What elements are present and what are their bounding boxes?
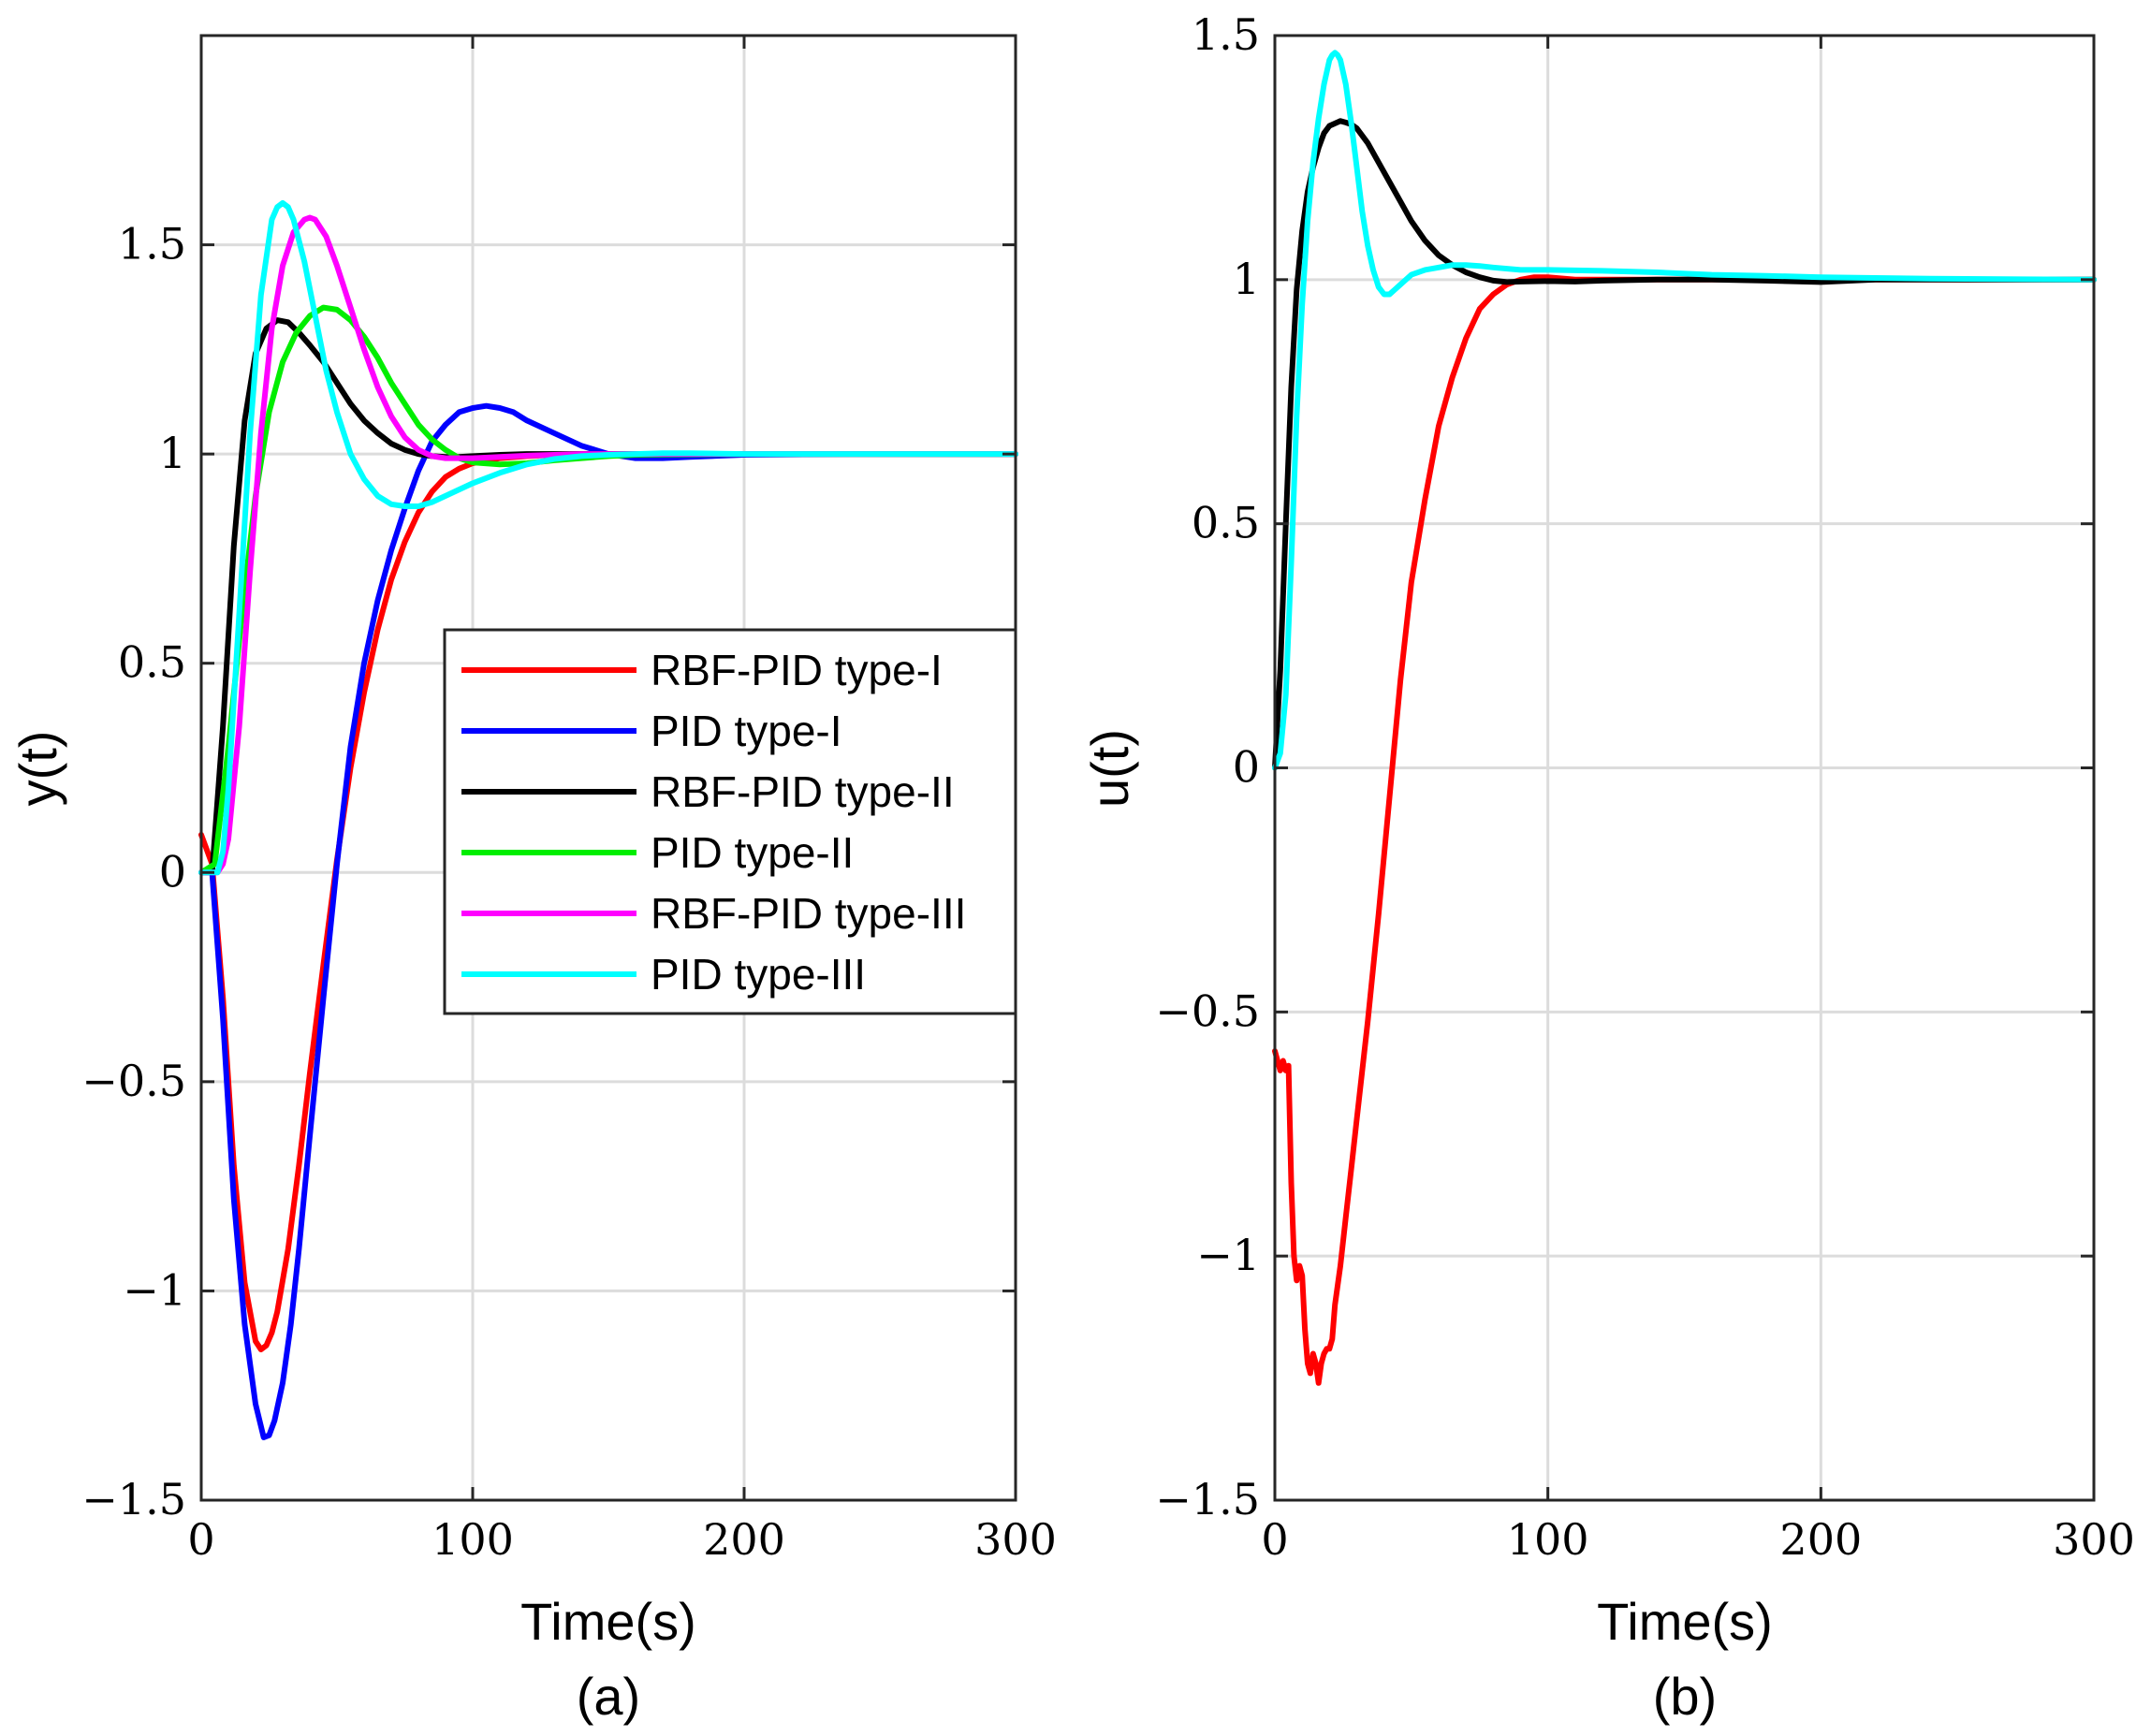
y-tick-label-b: 1 (1233, 254, 1260, 304)
y-tick-label-a: 0 (159, 846, 186, 897)
x-tick-label-b: 300 (2053, 1514, 2135, 1565)
legend-entry-label: RBF-PID type-III (651, 889, 966, 938)
series-line-a-rbf-pid-type-iii (198, 214, 1018, 876)
y-tick-label-a: 1 (159, 428, 186, 478)
caption-a: (a) (577, 1667, 640, 1726)
chart-panel-b: 0 100 200 300 −1.5 −1 −0.5 0 0.5 1 1.5 u(t) Time(s… (1080, 9, 2135, 1726)
series-line-b-pid-type-iii (1272, 50, 2097, 771)
series-group-b (1272, 50, 2097, 1386)
chart-panel-a: 0 100 200 300 −1.5 −1 −0.5 0 0.5 1 1.5 y(t) Time(s… (8, 34, 1057, 1726)
x-axis-label-a: Time(s) (520, 1592, 696, 1651)
legend-entry-label: PID type-II (651, 828, 854, 877)
y-tick-label-a: 1.5 (118, 219, 186, 270)
axes-frame-b (1273, 34, 2096, 1502)
x-axis-label-b: Time(s) (1597, 1592, 1773, 1651)
y-axis-label-b: u(t) (1080, 729, 1139, 808)
caption-b: (b) (1653, 1667, 1717, 1726)
series-line-a-pid-type-iii (198, 199, 1018, 876)
axis-ticks-a: 0 100 200 300 −1.5 −1 −0.5 0 0.5 1 1.5 (81, 36, 1057, 1565)
legend-entry-label: RBF-PID type-II (651, 767, 955, 816)
legend-entry-label: PID type-III (651, 950, 866, 999)
y-tick-label-b: −1 (1196, 1230, 1260, 1280)
legend: RBF-PID type-I PID type-I RBF-PID type-II P… (443, 628, 1017, 1015)
y-tick-label-b: 0 (1233, 742, 1260, 793)
y-tick-label-a: −1 (123, 1264, 186, 1315)
x-tick-label-a: 300 (974, 1514, 1057, 1565)
legend-box (443, 628, 1017, 1015)
y-tick-label-a: −0.5 (81, 1056, 186, 1106)
y-tick-label-b: 0.5 (1192, 498, 1260, 548)
y-tick-label-a: −1.5 (81, 1474, 186, 1524)
y-axis-label-a: y(t) (8, 731, 67, 807)
series-group-a (198, 199, 1018, 1440)
x-tick-label-a: 200 (703, 1514, 785, 1565)
y-tick-label-a: 0.5 (118, 637, 186, 688)
y-tick-label-b: 1.5 (1192, 9, 1260, 60)
x-tick-label-b: 200 (1779, 1514, 1862, 1565)
legend-entry-label: PID type-I (651, 707, 842, 755)
y-tick-label-b: −1.5 (1155, 1474, 1260, 1524)
x-tick-label-b: 0 (1261, 1514, 1288, 1565)
x-tick-label-b: 100 (1507, 1514, 1589, 1565)
x-tick-label-a: 100 (432, 1514, 514, 1565)
x-tick-label-a: 0 (187, 1514, 214, 1565)
y-tick-label-b: −0.5 (1155, 985, 1260, 1036)
legend-entry-label: RBF-PID type-I (651, 646, 943, 694)
